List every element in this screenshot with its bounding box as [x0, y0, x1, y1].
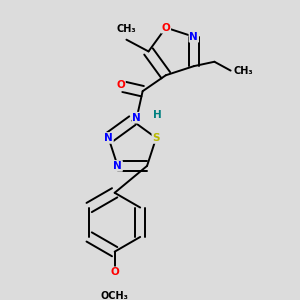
Text: CH₃: CH₃ — [234, 66, 253, 76]
Text: H: H — [153, 110, 162, 120]
Text: N: N — [104, 133, 113, 143]
Text: OCH₃: OCH₃ — [101, 291, 129, 300]
Text: O: O — [161, 22, 170, 33]
Text: S: S — [152, 133, 160, 143]
Text: N: N — [189, 32, 198, 42]
Text: N: N — [113, 161, 122, 171]
Text: O: O — [116, 80, 125, 90]
Text: O: O — [110, 267, 119, 277]
Text: N: N — [132, 113, 141, 123]
Text: CH₃: CH₃ — [117, 24, 136, 34]
